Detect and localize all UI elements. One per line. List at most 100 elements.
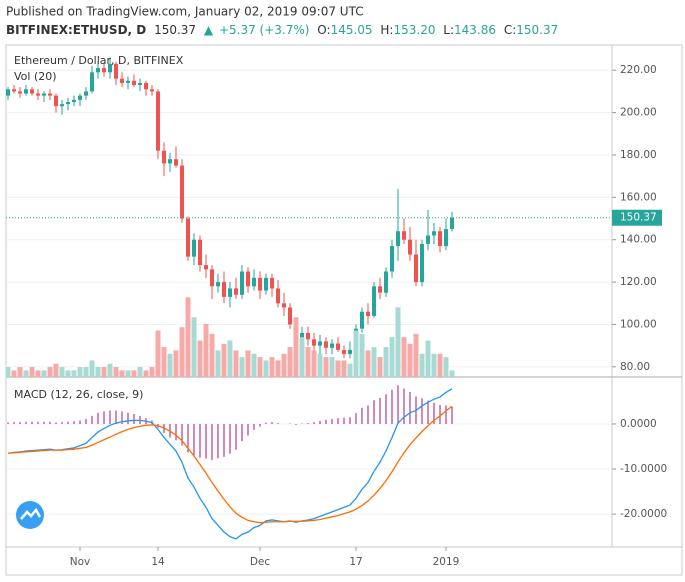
y-tick-label: -10.0000 bbox=[620, 463, 667, 475]
y-tick-label: 0.0000 bbox=[620, 418, 657, 430]
volume-bar bbox=[47, 367, 53, 377]
candle-body bbox=[132, 80, 136, 86]
volume-bar bbox=[437, 353, 443, 377]
candle-body bbox=[372, 286, 376, 316]
macd-line bbox=[7, 388, 453, 540]
y-tick-label: 180.00 bbox=[620, 149, 657, 161]
volume-bar bbox=[227, 340, 233, 377]
frame bbox=[5, 44, 683, 576]
ohlc-label: C: bbox=[504, 23, 516, 37]
volume-bar bbox=[185, 297, 191, 377]
volume-bar bbox=[269, 357, 275, 377]
candle-body bbox=[240, 271, 244, 295]
ohlc-value: 150.37 bbox=[516, 23, 558, 37]
volume-bar bbox=[389, 337, 395, 377]
candle-body bbox=[258, 277, 262, 291]
candle-body bbox=[102, 68, 106, 73]
volume-bar bbox=[131, 370, 137, 377]
volume-bar bbox=[35, 370, 41, 377]
candle-body bbox=[426, 235, 430, 244]
candle-body bbox=[414, 254, 418, 283]
candle-body bbox=[144, 82, 148, 90]
volume-bar bbox=[161, 347, 167, 377]
candle-body bbox=[342, 349, 346, 355]
y-tick-label: 80.00 bbox=[620, 361, 650, 373]
candle-body bbox=[48, 93, 52, 96]
candle-body bbox=[420, 243, 424, 283]
volume-bar bbox=[287, 347, 293, 377]
volume-bar bbox=[305, 347, 311, 377]
candle-body bbox=[42, 93, 46, 96]
candle-body bbox=[366, 311, 370, 316]
volume-bar bbox=[251, 353, 257, 377]
candle-body bbox=[282, 303, 286, 308]
candle-body bbox=[432, 231, 436, 236]
candle-body bbox=[138, 82, 142, 86]
y-tick-label: 140.00 bbox=[620, 234, 657, 246]
candle-body bbox=[192, 239, 196, 257]
candle-body bbox=[198, 239, 202, 266]
volume-bar bbox=[89, 360, 95, 377]
published-line: Published on TradingView.com, January 02… bbox=[6, 5, 364, 19]
volume-bar bbox=[395, 307, 401, 377]
candle-body bbox=[126, 80, 130, 83]
candle-body bbox=[222, 282, 226, 297]
volume-bar bbox=[143, 370, 149, 377]
volume-bar bbox=[377, 357, 383, 377]
volume-bar bbox=[233, 350, 239, 377]
candle-body bbox=[156, 91, 160, 151]
volume-bar bbox=[347, 363, 353, 377]
candle-body bbox=[60, 104, 64, 107]
y-tick-label: 160.00 bbox=[620, 191, 657, 203]
ohlc-value: 153.20 bbox=[393, 23, 435, 37]
volume-bar bbox=[239, 357, 245, 377]
candle-body bbox=[288, 307, 292, 325]
volume-bar bbox=[425, 340, 431, 377]
x-tick-label: 17 bbox=[349, 556, 362, 568]
candle-body bbox=[246, 271, 250, 287]
candle-body bbox=[336, 343, 340, 350]
volume-bar bbox=[167, 353, 173, 377]
volume-bar bbox=[311, 350, 317, 377]
candle-body bbox=[306, 332, 310, 340]
candle-body bbox=[66, 101, 70, 105]
x-tick-label: Dec bbox=[250, 556, 271, 568]
volume-bar bbox=[191, 317, 197, 377]
pane-title: Vol (20) bbox=[14, 70, 57, 83]
volume-bar bbox=[65, 370, 71, 377]
last-price: 150.37 bbox=[154, 23, 196, 37]
macd-line bbox=[7, 405, 453, 524]
candle-body bbox=[186, 218, 190, 257]
volume-bar bbox=[419, 353, 425, 377]
candle-body bbox=[36, 93, 40, 96]
candle-body bbox=[150, 89, 154, 92]
volume-bar bbox=[323, 357, 329, 377]
volume-bar bbox=[383, 347, 389, 377]
volume-bar bbox=[173, 350, 179, 377]
volume-bar bbox=[317, 353, 323, 377]
volume-bar bbox=[149, 367, 155, 377]
volume-bar bbox=[155, 330, 161, 377]
plot-layer: 80.00 100.00 120.00 140.00 160.00 180.00 200.0… bbox=[5, 57, 667, 568]
candle-body bbox=[318, 341, 322, 346]
change-arrow: ▲ bbox=[204, 23, 214, 37]
change: +5.37 (+3.7%) bbox=[219, 23, 310, 37]
volume-bar bbox=[95, 367, 101, 377]
ohlc-label: O: bbox=[317, 23, 330, 37]
candle-body bbox=[24, 89, 28, 94]
ohlc-label: L: bbox=[443, 23, 454, 37]
y-tick-label: 100.00 bbox=[620, 318, 657, 330]
volume-bar bbox=[119, 370, 125, 377]
volume-bar bbox=[5, 367, 11, 377]
y-tick-label: 120.00 bbox=[620, 276, 657, 288]
volume-bar bbox=[281, 353, 287, 377]
candle-body bbox=[378, 286, 382, 293]
volume-bar bbox=[353, 330, 359, 377]
volume-bar bbox=[53, 363, 59, 377]
volume-bar bbox=[443, 357, 449, 377]
candle-body bbox=[384, 271, 388, 293]
candle-body bbox=[114, 63, 118, 79]
volume-bar bbox=[341, 360, 347, 377]
volume-bar bbox=[275, 360, 281, 377]
candle-body bbox=[174, 159, 178, 166]
